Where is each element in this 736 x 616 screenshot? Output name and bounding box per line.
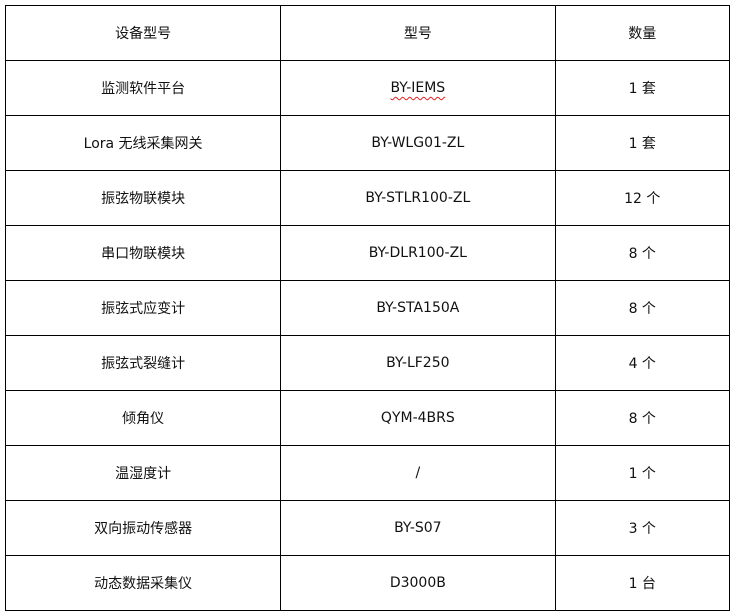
device-name-cell: 监测软件平台 [4, 60, 282, 116]
header-quantity: 数量 [554, 5, 730, 61]
quantity-cell: 12 个 [554, 170, 730, 226]
table-row: 串口物联模块 BY-DLR100-ZL 8 个 [4, 225, 730, 281]
quantity-cell: 8 个 [554, 280, 730, 336]
device-name-cell: 动态数据采集仪 [4, 555, 282, 611]
device-name-cell: 串口物联模块 [4, 225, 282, 281]
device-name-cell: 温湿度计 [4, 445, 282, 501]
table-row: Lora 无线采集网关 BY-WLG01-ZL 1 套 [4, 115, 730, 171]
equipment-table: 设备型号 型号 数量 监测软件平台 BY-IEMS 1 套 Lora 无线采集网关 BY… [4, 5, 730, 611]
model-cell: D3000B [280, 555, 556, 611]
device-name-cell: 振弦式裂缝计 [4, 335, 282, 391]
device-name-cell: 倾角仪 [4, 390, 282, 446]
model-cell: BY-STA150A [280, 280, 556, 336]
table-row: 倾角仪 QYM-4BRS 8 个 [4, 390, 730, 446]
quantity-cell: 8 个 [554, 225, 730, 281]
quantity-cell: 1 套 [554, 60, 730, 116]
table-header-row: 设备型号 型号 数量 [4, 5, 730, 61]
header-device-type: 设备型号 [4, 5, 282, 61]
model-cell: BY-IEMS [280, 60, 556, 116]
header-model: 型号 [280, 5, 556, 61]
table-row: 振弦式裂缝计 BY-LF250 4 个 [4, 335, 730, 391]
model-cell: BY-WLG01-ZL [280, 115, 556, 171]
model-cell: BY-STLR100-ZL [280, 170, 556, 226]
model-cell: / [280, 445, 556, 501]
quantity-cell: 1 套 [554, 115, 730, 171]
table-row: 双向振动传感器 BY-S07 3 个 [4, 500, 730, 556]
table-row: 振弦物联模块 BY-STLR100-ZL 12 个 [4, 170, 730, 226]
device-name-cell: 振弦式应变计 [4, 280, 282, 336]
quantity-cell: 3 个 [554, 500, 730, 556]
spellcheck-marked-text: BY-IEMS [390, 80, 446, 96]
model-cell: BY-DLR100-ZL [280, 225, 556, 281]
table-row: 温湿度计/1 个 [4, 445, 730, 501]
device-name-cell: Lora 无线采集网关 [4, 115, 282, 171]
model-cell: BY-LF250 [280, 335, 556, 391]
model-cell: QYM-4BRS [280, 390, 556, 446]
quantity-cell: 4 个 [554, 335, 730, 391]
device-name-cell: 双向振动传感器 [4, 500, 282, 556]
quantity-cell: 8 个 [554, 390, 730, 446]
device-name-cell: 振弦物联模块 [4, 170, 282, 226]
quantity-cell: 1 台 [554, 555, 730, 611]
table-row: 振弦式应变计 BY-STA150A 8 个 [4, 280, 730, 336]
model-cell: BY-S07 [280, 500, 556, 556]
quantity-cell: 1 个 [554, 445, 730, 501]
table-row: 监测软件平台 BY-IEMS 1 套 [4, 60, 730, 116]
table-row: 动态数据采集仪 D3000B 1 台 [4, 555, 730, 611]
